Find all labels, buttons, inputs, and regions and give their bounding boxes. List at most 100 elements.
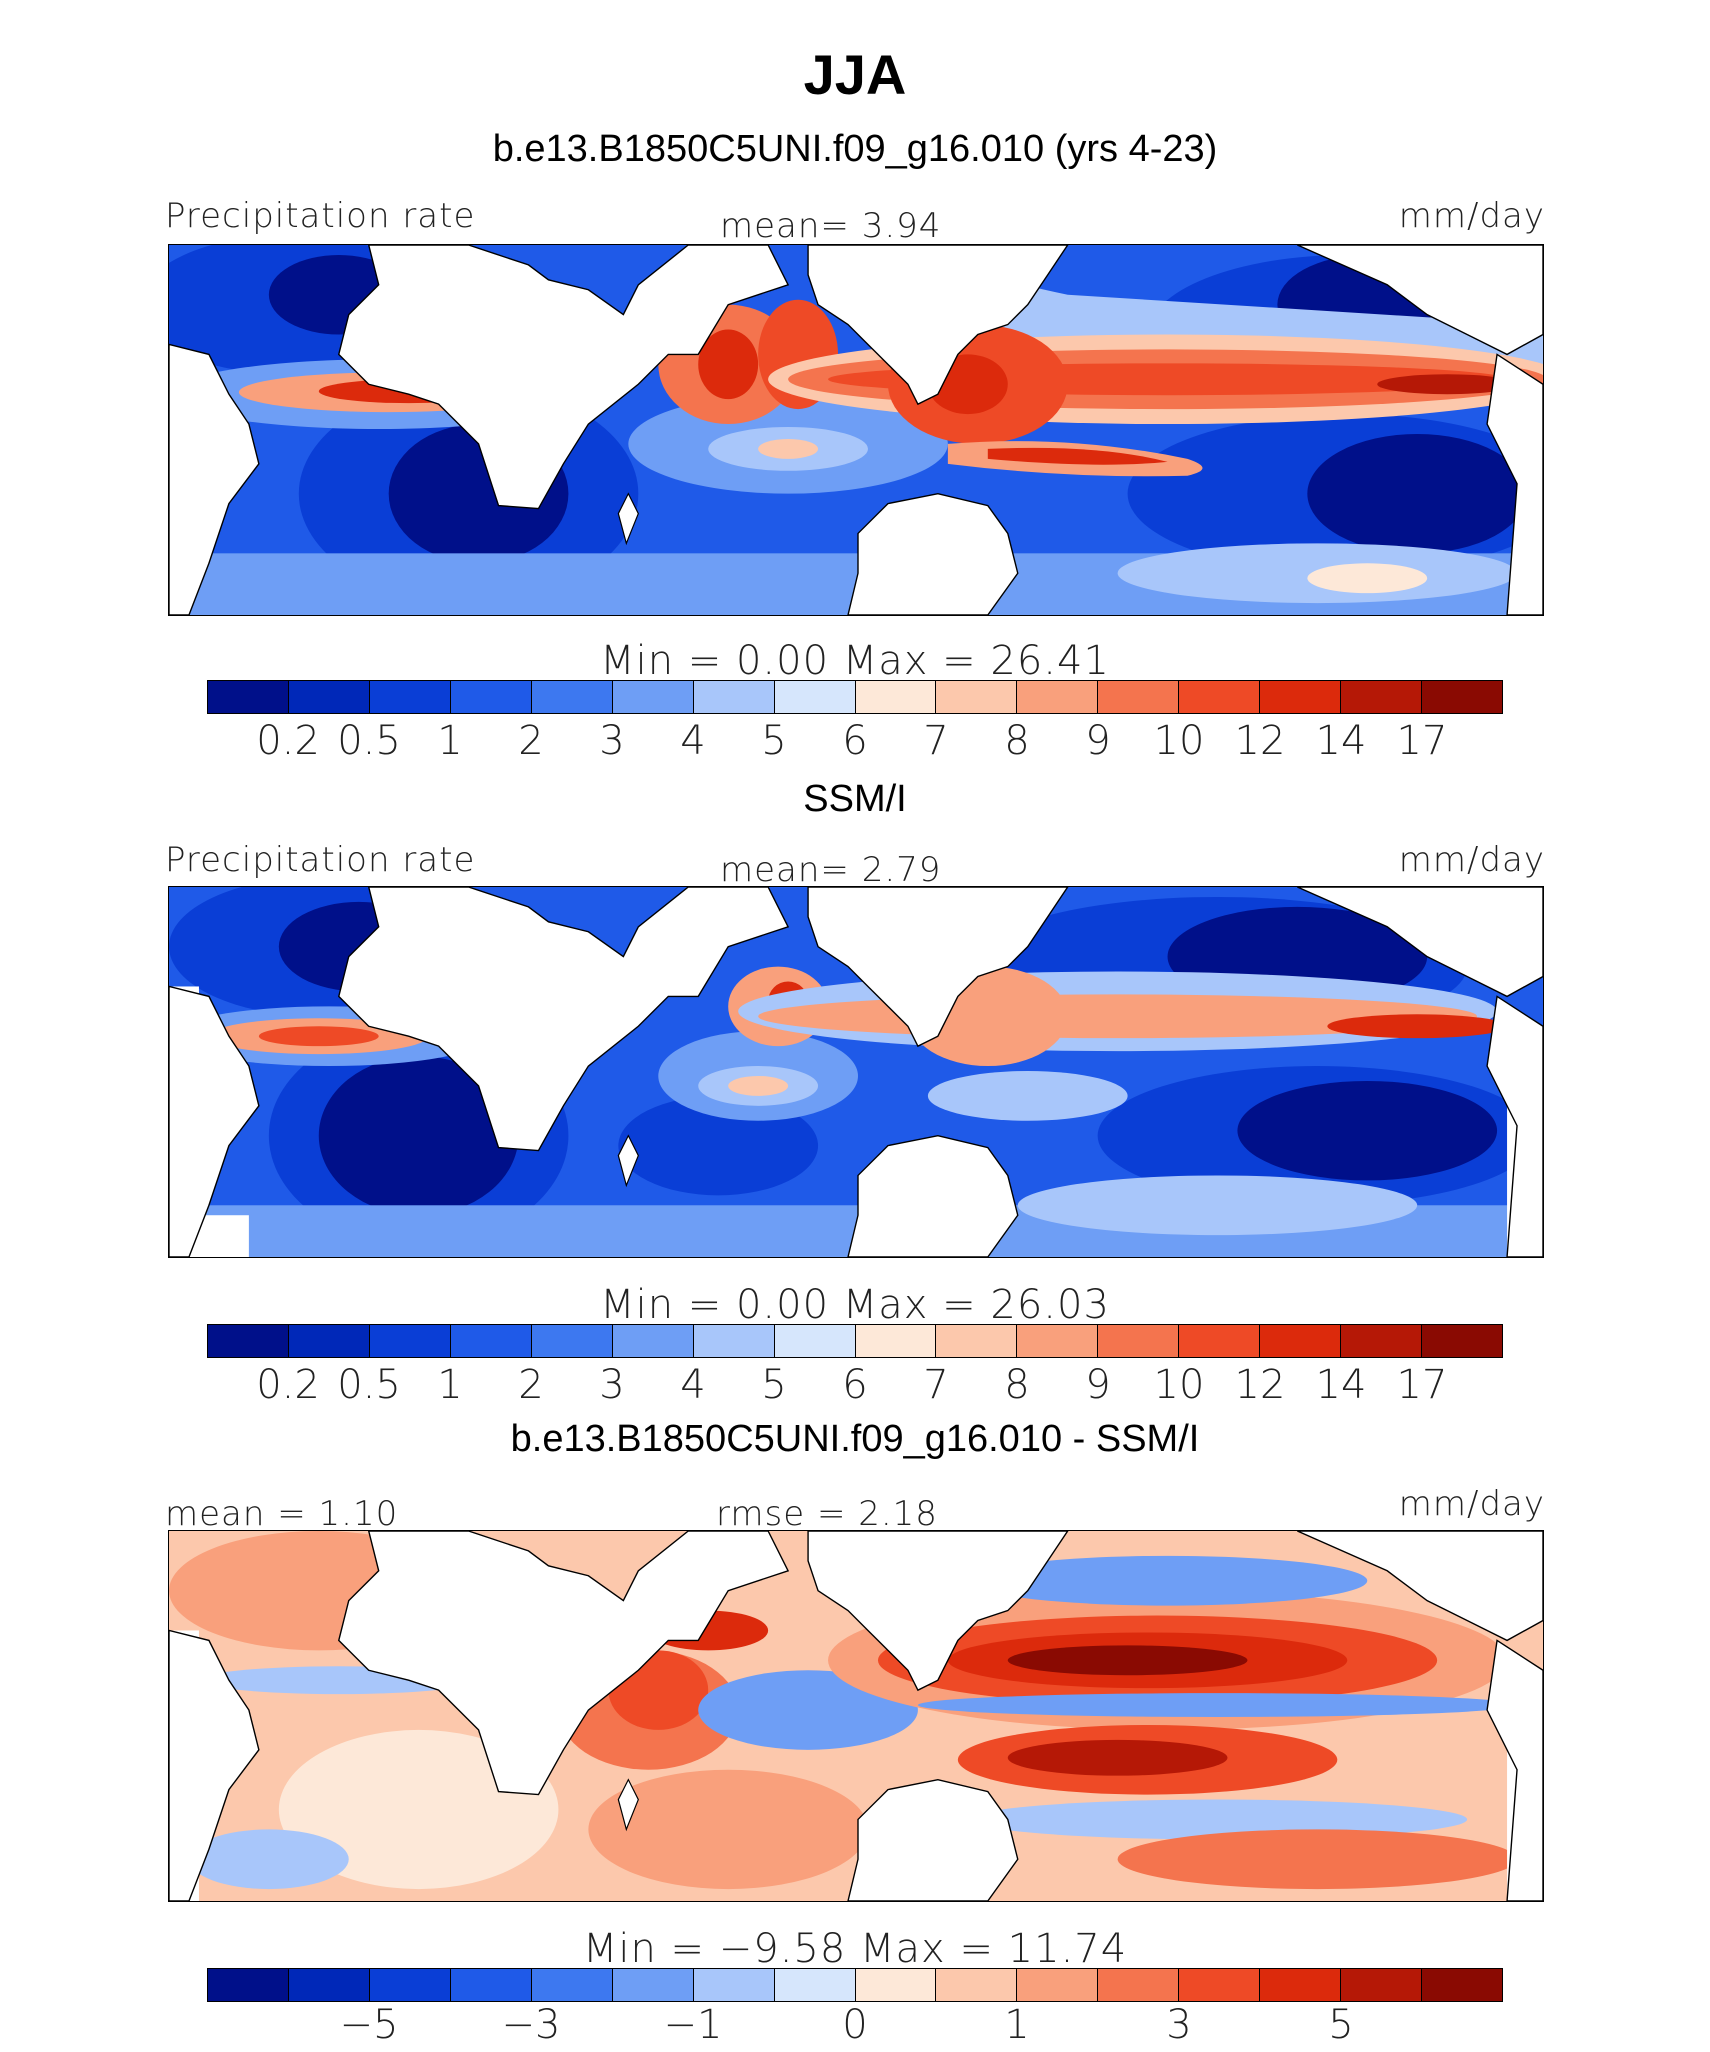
panel-2-colorbar	[207, 1324, 1503, 1358]
panel-3-map	[168, 1530, 1544, 1902]
colorbar-swatch	[288, 681, 370, 713]
panel-1-map	[168, 244, 1544, 616]
colorbar-tick-label: 3	[599, 1362, 625, 1408]
panel-1-colorbar	[207, 680, 1503, 714]
panel-1-variable-label: Precipitation rate	[165, 196, 476, 236]
colorbar-swatch	[208, 681, 289, 713]
colorbar-swatch	[531, 681, 613, 713]
colorbar-tick-label: 3	[1166, 2002, 1192, 2048]
colorbar-swatch	[1098, 681, 1180, 713]
colorbar-tick-label: 12	[1234, 718, 1286, 764]
colorbar-swatch	[1260, 1325, 1342, 1357]
colorbar-tick-label: 17	[1396, 718, 1448, 764]
colorbar-swatch	[531, 1325, 613, 1357]
colorbar-swatch	[1422, 681, 1502, 713]
panel-2-units-label: mm/day	[1398, 840, 1545, 880]
colorbar-tick-label: 4	[680, 1362, 706, 1408]
colorbar-swatch	[612, 681, 694, 713]
colorbar-tick-label: 2	[518, 718, 544, 764]
colorbar-swatch	[936, 1969, 1018, 2001]
colorbar-swatch	[450, 1969, 532, 2001]
colorbar-swatch	[693, 681, 775, 713]
panel-1-mean-label: mean= 3.94	[720, 206, 942, 246]
colorbar-tick-label: 0.5	[337, 1362, 401, 1408]
colorbar-tick-label: 17	[1396, 1362, 1448, 1408]
colorbar-swatch	[936, 681, 1018, 713]
panel-3-units-label: mm/day	[1398, 1484, 1545, 1524]
colorbar-tick-label: 10	[1153, 718, 1205, 764]
colorbar-swatch	[1260, 681, 1342, 713]
colorbar-tick-label: 7	[923, 1362, 949, 1408]
panel-3-colorbar	[207, 1968, 1503, 2002]
colorbar-swatch	[693, 1325, 775, 1357]
panel-1-colorbar-ticks: 0.2 0.5 1 2 3 4 5 6 7 8 9 10 12 14 17	[207, 718, 1503, 768]
colorbar-swatch	[936, 1325, 1018, 1357]
colorbar-tick-label: 0.5	[337, 718, 401, 764]
panel-3-min-max: Min = −9.58 Max = 11.74	[582, 1926, 1128, 1972]
colorbar-tick-label: 0.2	[256, 718, 320, 764]
colorbar-swatch	[369, 681, 451, 713]
panel-1-min-max: Min = 0.00 Max = 26.41	[600, 638, 1110, 684]
colorbar-swatch	[208, 1325, 289, 1357]
colorbar-tick-label: 6	[842, 1362, 868, 1408]
colorbar-swatch	[1017, 1969, 1099, 2001]
colorbar-tick-label: 0.2	[256, 1362, 320, 1408]
colorbar-tick-label: 4	[680, 718, 706, 764]
colorbar-swatch	[855, 1325, 937, 1357]
colorbar-swatch	[369, 1325, 451, 1357]
colorbar-swatch	[612, 1325, 694, 1357]
colorbar-tick-label: 10	[1153, 1362, 1205, 1408]
colorbar-swatch	[1260, 1969, 1342, 2001]
panel-2-min-max: Min = 0.00 Max = 26.03	[600, 1282, 1110, 1328]
colorbar-tick-label: −1	[663, 2002, 723, 2048]
colorbar-swatch	[1179, 1969, 1261, 2001]
colorbar-tick-label: 5	[761, 1362, 787, 1408]
colorbar-swatch	[1422, 1325, 1502, 1357]
colorbar-swatch	[369, 1969, 451, 2001]
colorbar-tick-label: −5	[339, 2002, 399, 2048]
colorbar-tick-label: 7	[923, 718, 949, 764]
figure-title: JJA	[803, 43, 907, 106]
colorbar-swatch	[450, 681, 532, 713]
colorbar-swatch	[531, 1969, 613, 2001]
colorbar-swatch	[1341, 1325, 1423, 1357]
colorbar-swatch	[1179, 1325, 1261, 1357]
colorbar-tick-label: 8	[1004, 718, 1030, 764]
colorbar-swatch	[1179, 681, 1261, 713]
colorbar-swatch	[1422, 1969, 1502, 2001]
colorbar-tick-label: 3	[599, 718, 625, 764]
colorbar-swatch	[208, 1969, 289, 2001]
panel-1-title: b.e13.B1850C5UNI.f09_g16.010 (yrs 4-23)	[492, 128, 1218, 170]
colorbar-tick-label: 1	[1004, 2002, 1030, 2048]
panel-2-title: SSM/I	[803, 778, 907, 820]
panel-2-map	[168, 886, 1544, 1258]
colorbar-tick-label: 1	[437, 1362, 463, 1408]
colorbar-tick-label: 6	[842, 718, 868, 764]
colorbar-swatch	[855, 681, 937, 713]
colorbar-tick-label: −3	[501, 2002, 561, 2048]
colorbar-swatch	[1341, 1969, 1423, 2001]
colorbar-tick-label: 0	[842, 2002, 868, 2048]
colorbar-tick-label: 14	[1315, 718, 1367, 764]
panel-3-rmse-label: rmse = 2.18	[716, 1494, 938, 1534]
colorbar-tick-label: 14	[1315, 1362, 1367, 1408]
colorbar-swatch	[450, 1325, 532, 1357]
panel-3-mean-label: mean = 1.10	[165, 1494, 399, 1534]
panel-2-variable-label: Precipitation rate	[165, 840, 476, 880]
colorbar-swatch	[1017, 681, 1099, 713]
colorbar-swatch	[693, 1969, 775, 2001]
colorbar-swatch	[288, 1325, 370, 1357]
colorbar-tick-label: 9	[1085, 1362, 1111, 1408]
colorbar-swatch	[774, 1325, 856, 1357]
colorbar-swatch	[774, 681, 856, 713]
colorbar-tick-label: 5	[1328, 2002, 1354, 2048]
colorbar-swatch	[1098, 1969, 1180, 2001]
colorbar-swatch	[288, 1969, 370, 2001]
colorbar-swatch	[855, 1969, 937, 2001]
colorbar-tick-label: 9	[1085, 718, 1111, 764]
colorbar-swatch	[1341, 681, 1423, 713]
colorbar-tick-label: 5	[761, 718, 787, 764]
panel-2-colorbar-ticks: 0.2 0.5 1 2 3 4 5 6 7 8 9 10 12 14 17	[207, 1362, 1503, 1412]
colorbar-swatch	[774, 1969, 856, 2001]
colorbar-swatch	[1017, 1325, 1099, 1357]
